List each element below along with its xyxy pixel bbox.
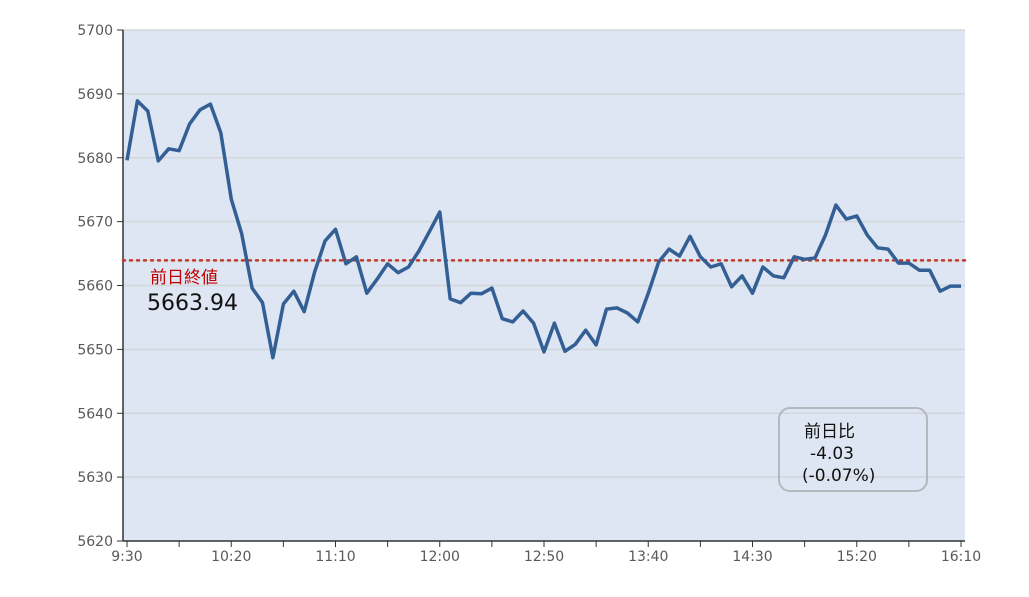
x-tick-label: 9:30 — [111, 549, 142, 565]
x-tick-label: 11:10 — [315, 549, 355, 565]
x-tick-label: 15:20 — [837, 549, 877, 565]
y-tick-label: 5680 — [77, 151, 113, 167]
change-value: -4.03 — [810, 444, 854, 464]
change-box: 前日比 -4.03 (-0.07%) — [778, 407, 928, 492]
y-tick-label: 5660 — [77, 279, 113, 295]
x-tick-label: 10:20 — [211, 549, 251, 565]
y-tick-label: 5630 — [77, 470, 113, 486]
x-tick-label: 16:10 — [941, 549, 981, 565]
y-tick-label: 5690 — [77, 87, 113, 103]
x-tick-label: 12:50 — [524, 549, 564, 565]
y-tick-label: 5620 — [77, 534, 113, 550]
change-percent: (-0.07%) — [802, 466, 876, 486]
x-tick-label: 12:00 — [420, 549, 460, 565]
change-label: 前日比 — [804, 422, 855, 442]
x-tick-label: 14:30 — [732, 549, 772, 565]
y-tick-label: 5670 — [77, 215, 113, 231]
previous-close-label: 前日終値 — [150, 268, 218, 288]
previous-close-value: 5663.94 — [147, 291, 238, 316]
y-tick-label: 5650 — [77, 342, 113, 358]
x-tick-label: 13:40 — [628, 549, 668, 565]
y-tick-label: 5640 — [77, 406, 113, 422]
y-tick-label: 5700 — [77, 23, 113, 39]
